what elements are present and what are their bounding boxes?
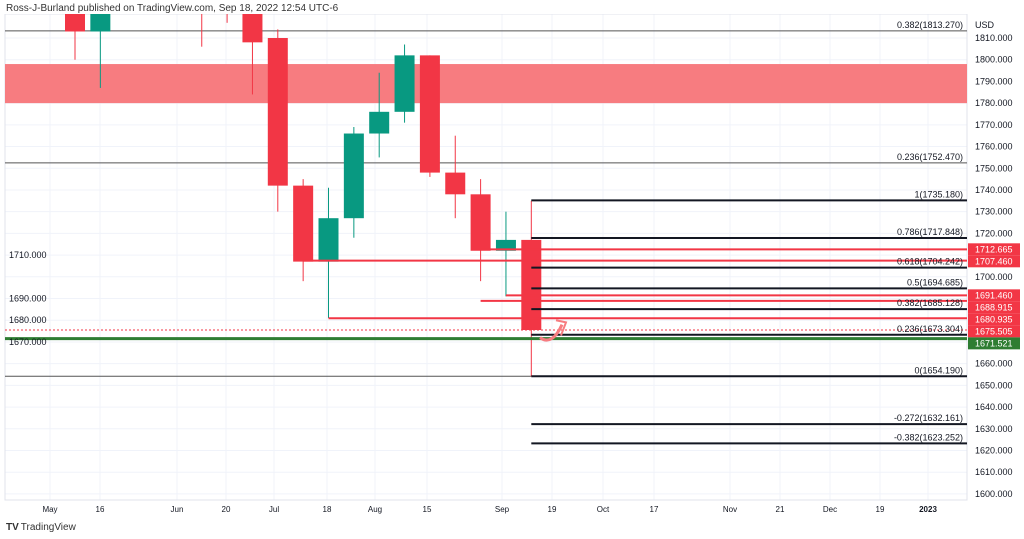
candle-body (369, 111, 390, 134)
y-tick-label: 1630.000 (975, 424, 1013, 434)
y-tick-label: 1690.000 (9, 294, 47, 304)
candle-body (521, 239, 542, 330)
x-tick-label: Sep (495, 505, 510, 514)
y-tick-label: 1810.000 (975, 33, 1013, 43)
candle-body (343, 133, 364, 219)
y-tick-label: 1800.000 (975, 55, 1013, 65)
x-tick-label: Jul (269, 505, 279, 514)
level-price-tag: 1712.665 (975, 244, 1013, 254)
level-price-tag-bg (968, 301, 1020, 314)
candle-body (470, 194, 491, 251)
candle-body (445, 172, 466, 195)
y-tick-label: 1790.000 (975, 76, 1013, 86)
x-tick-label: Nov (723, 505, 737, 514)
y-tick-label: 1620.000 (975, 445, 1013, 455)
fib-label: 0(1654.190) (914, 365, 963, 375)
y-tick-label: 1740.000 (975, 185, 1013, 195)
x-tick-label: Dec (823, 505, 837, 514)
support-price-tag: 1671.521 (975, 338, 1013, 348)
fib-label: -0.272(1632.161) (894, 413, 963, 423)
y-tick-label: 1730.000 (975, 207, 1013, 217)
level-price-tag-bg (968, 313, 1020, 326)
x-tick-label: 18 (323, 505, 332, 514)
x-tick-label: Oct (597, 505, 610, 514)
y-tick-label: 1610.000 (975, 467, 1013, 477)
y-tick-label: 1770.000 (975, 120, 1013, 130)
x-tick-label: 19 (876, 505, 885, 514)
candle-body (242, 14, 263, 43)
y-tick-label: 1670.000 (9, 337, 47, 347)
fib-label: 0.5(1694.685) (907, 277, 963, 287)
brand-name: TradingView (20, 522, 76, 533)
level-price-tag: 1675.505 (975, 326, 1013, 336)
fib-label: 0.236(1673.304) (897, 324, 963, 334)
projection-arrow-icon (539, 323, 564, 342)
level-price-tag: 1680.935 (975, 314, 1013, 324)
x-tick-label: 19 (548, 505, 557, 514)
fib-label: -0.382(1623.252) (894, 432, 963, 442)
x-tick-label: 15 (423, 505, 432, 514)
candle-body (293, 185, 314, 262)
y-tick-label: 1710.000 (9, 250, 47, 260)
level-price-tag: 1707.460 (975, 256, 1013, 266)
candle-body (495, 239, 516, 251)
currency-label: USD (975, 20, 995, 30)
price-chart[interactable]: 0.382(1813.270) 0.236(1752.470) 1(1735.180… (0, 14, 1024, 520)
x-tick-label: May (42, 505, 57, 514)
x-tick-label: 16 (96, 505, 105, 514)
y-tick-label: 1680.000 (9, 315, 47, 325)
fib-label: 0.618(1704.242) (897, 257, 963, 267)
tradingview-brand: TV TradingView (6, 522, 76, 533)
y-tick-label: 1650.000 (975, 380, 1013, 390)
candle-body (419, 55, 440, 173)
y-tick-label: 1660.000 (975, 359, 1013, 369)
resistance-zone (5, 64, 967, 104)
tradingview-logo-icon: TV (6, 522, 19, 533)
level-price-tag-bg (968, 289, 1020, 302)
y-tick-label: 1780.000 (975, 98, 1013, 108)
support-price-tag-bg (968, 337, 1020, 350)
level-price-tag: 1688.915 (975, 302, 1013, 312)
y-tick-label: 1640.000 (975, 402, 1013, 412)
arrow-head-icon (555, 319, 568, 336)
y-tick-label: 1600.000 (975, 489, 1013, 499)
level-price-tag-bg (968, 325, 1020, 338)
level-price-tag-bg (968, 243, 1020, 256)
level-price-tag: 1691.460 (975, 290, 1013, 300)
level-price-tag-bg (968, 255, 1020, 268)
candle-body (394, 55, 415, 112)
fib-label: 0.382(1813.270) (897, 20, 963, 30)
candle-body (267, 38, 288, 186)
y-tick-label: 1700.000 (975, 272, 1013, 282)
y-tick-label: 1760.000 (975, 142, 1013, 152)
x-tick-label: 20 (222, 505, 231, 514)
candle-body (65, 14, 85, 32)
y-tick-label: 1720.000 (975, 228, 1013, 238)
fib-label: 0.786(1717.848) (897, 227, 963, 237)
y-tick-label: 1750.000 (975, 163, 1013, 173)
candle-body (90, 14, 111, 32)
fib-label: 0.236(1752.470) (897, 152, 963, 162)
publisher-header: Ross-J-Burland published on TradingView.… (6, 3, 339, 14)
fib-label: 1(1735.180) (914, 189, 963, 199)
x-tick-label: Aug (368, 505, 382, 514)
candle-body (318, 218, 339, 262)
x-tick-label: 17 (650, 505, 659, 514)
x-tick-label: 2023 (919, 505, 937, 514)
x-tick-label: Jun (171, 505, 184, 514)
fib-label: 0.382(1685.128) (897, 298, 963, 308)
x-tick-label: 21 (776, 505, 785, 514)
